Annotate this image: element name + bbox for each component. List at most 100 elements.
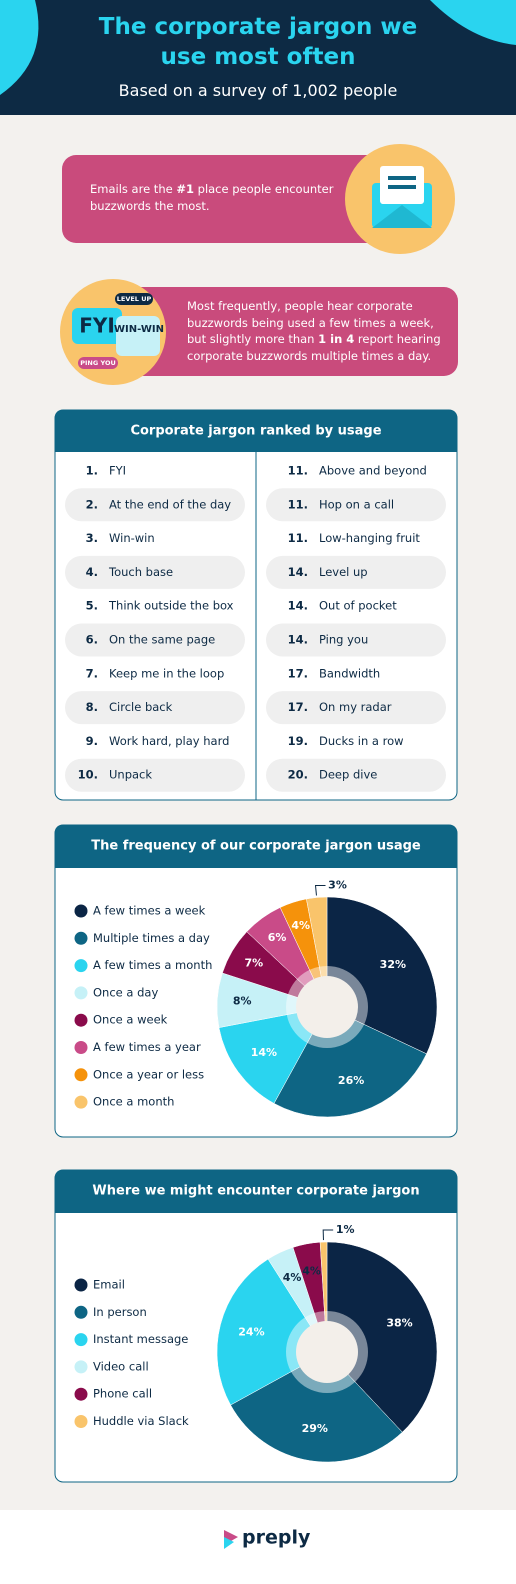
chart-title: The frequency of our corporate jargon us… (91, 839, 421, 854)
icon-label: FYI (79, 314, 115, 338)
data-label: 8% (233, 995, 252, 1008)
text: Emails are the (90, 182, 177, 196)
text: place people encounter buzzwords the mos… (90, 182, 334, 213)
data-label: 38% (386, 1316, 412, 1329)
text: The corporate jargon we use most often (98, 14, 418, 70)
rank: 17. (288, 700, 308, 714)
legend-swatch (74, 959, 88, 973)
rank: 19. (288, 734, 308, 748)
decor (388, 185, 416, 189)
legend-swatch (74, 1041, 88, 1054)
title: The corporate jargon we use most often (80, 12, 436, 72)
rank: 14. (288, 633, 308, 647)
item: Touch base (108, 565, 173, 579)
pie-slice (216, 1258, 328, 1406)
data-label: 24% (238, 1326, 264, 1339)
text: report hearing corporate buzzwords multi… (187, 332, 441, 363)
legend-swatch (74, 904, 88, 918)
rank: 14. (288, 565, 308, 579)
rank: 5. (86, 599, 98, 613)
rank: 2. (86, 497, 98, 511)
data-label: 4% (302, 1264, 321, 1277)
legend-label: Once a year or less (93, 1067, 204, 1081)
item: On the same page (109, 633, 215, 647)
text: Most frequently, people hear corporate b… (187, 299, 434, 346)
rank: 11. (288, 497, 308, 511)
footer-bg (0, 1510, 516, 1584)
icon-label: LEVEL UP (117, 295, 152, 303)
row-bg (266, 758, 446, 792)
item: Work hard, play hard (109, 734, 229, 748)
text: Based on a survey of 1,002 people (118, 81, 398, 100)
header-bg (0, 0, 516, 115)
legend-swatch (74, 1387, 88, 1401)
item: Level up (319, 565, 368, 579)
envelope (372, 205, 432, 228)
rank: 9. (86, 734, 98, 748)
legend-label: Video call (93, 1359, 149, 1373)
item: Ducks in a row (319, 734, 404, 748)
item: Win-win (109, 531, 155, 545)
bubble (116, 316, 160, 356)
legend-label: Email (93, 1278, 125, 1292)
legend-label: A few times a month (93, 958, 212, 972)
row-bg (65, 555, 245, 589)
logo-mark (224, 1537, 234, 1549)
callout-text: Emails are the #1 place people encounter… (90, 181, 340, 214)
legend-label: Phone call (93, 1387, 152, 1401)
leader-line (314, 885, 326, 896)
legend-label: Once a month (93, 1095, 174, 1109)
legend-label: Instant message (93, 1332, 188, 1346)
legend-label: Once a week (93, 1013, 168, 1027)
data-label: 4% (283, 1271, 302, 1284)
data-label: 32% (380, 958, 406, 971)
legend-label: In person (93, 1305, 147, 1319)
callout-bg (115, 287, 458, 376)
data-label: 4% (291, 919, 310, 932)
icon-label: WIN-WIN (114, 324, 164, 335)
donut-hole (296, 976, 358, 1038)
legend-label: A few times a year (93, 1040, 201, 1054)
callout-text: Most frequently, people hear corporate b… (187, 298, 455, 364)
item: Low-hanging fruit (319, 531, 420, 545)
data-label: 3% (328, 879, 347, 892)
subtitle: Based on a survey of 1,002 people (0, 81, 516, 101)
legend-label: A few times a week (93, 904, 206, 918)
text: 1 in 4 (318, 332, 355, 346)
item: At the end of the day (109, 497, 231, 511)
pie-slice (218, 1006, 328, 1104)
decor (388, 176, 416, 180)
icon-label: PING YOU (80, 359, 116, 367)
row-bg (266, 555, 446, 589)
rank: 7. (86, 666, 98, 680)
item: Circle back (109, 700, 173, 714)
rank: 17. (288, 666, 308, 680)
table-header (55, 410, 457, 452)
row-bg (266, 691, 446, 725)
tag (115, 293, 153, 305)
chart-title: Where we might encounter corporate jargo… (92, 1184, 419, 1199)
rank: 10. (78, 768, 98, 782)
row-bg (65, 488, 245, 522)
row-bg (266, 488, 446, 522)
rank: 14. (288, 599, 308, 613)
item: On my radar (319, 700, 392, 714)
bubble (72, 308, 122, 344)
row-bg (266, 623, 446, 657)
legend-label: Once a day (93, 985, 158, 999)
legend-swatch (74, 1013, 88, 1027)
rank: 8. (86, 700, 98, 714)
item: Deep dive (319, 768, 377, 782)
legend-swatch (74, 986, 88, 1000)
row-bg (65, 758, 245, 792)
legend-swatch (74, 1305, 88, 1319)
legend-swatch (74, 1068, 88, 1082)
data-label: 29% (302, 1422, 328, 1435)
legend-swatch (74, 1360, 88, 1374)
item: Keep me in the loop (109, 666, 224, 680)
logo: preply (242, 1527, 311, 1549)
item: Hop on a call (319, 497, 394, 511)
legend-swatch (74, 931, 88, 945)
item: Ping you (319, 633, 368, 647)
